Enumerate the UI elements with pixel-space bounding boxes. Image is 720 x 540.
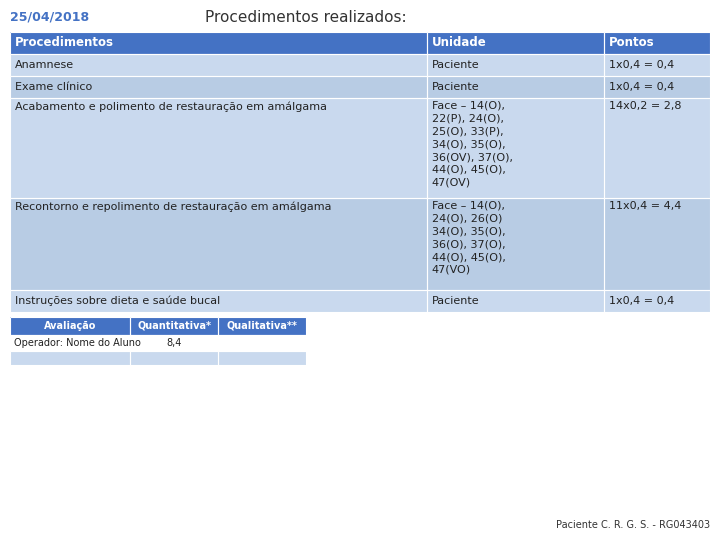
- Text: 1x0,4 = 0,4: 1x0,4 = 0,4: [608, 82, 674, 92]
- Text: Face – 14(O),
22(P), 24(O),
25(O), 33(P),
34(O), 35(O),
36(OV), 37(O),
44(O), 45: Face – 14(O), 22(P), 24(O), 25(O), 33(P)…: [431, 101, 513, 188]
- Text: Avaliação: Avaliação: [44, 321, 96, 331]
- Bar: [10, 335, 130, 351]
- Bar: [10, 198, 426, 290]
- Bar: [10, 76, 426, 98]
- Bar: [603, 290, 710, 312]
- Bar: [426, 54, 603, 76]
- Text: 25/04/2018: 25/04/2018: [10, 10, 89, 23]
- Text: 1x0,4 = 0,4: 1x0,4 = 0,4: [608, 60, 674, 70]
- Text: Paciente C. R. G. S. - RG043403: Paciente C. R. G. S. - RG043403: [556, 520, 710, 530]
- Text: Exame clínico: Exame clínico: [15, 82, 92, 92]
- Bar: [10, 351, 130, 365]
- Text: Pontos: Pontos: [608, 37, 654, 50]
- Text: 14x0,2 = 2,8: 14x0,2 = 2,8: [608, 101, 681, 111]
- Bar: [603, 98, 710, 198]
- Bar: [426, 76, 603, 98]
- Text: Recontorno e repolimento de restauração em amálgama: Recontorno e repolimento de restauração …: [15, 201, 331, 212]
- Bar: [603, 76, 710, 98]
- Bar: [130, 335, 218, 351]
- Bar: [130, 351, 218, 365]
- Bar: [426, 32, 603, 54]
- Bar: [603, 54, 710, 76]
- Text: Paciente: Paciente: [431, 60, 479, 70]
- Bar: [10, 98, 426, 198]
- Text: Qualitativa**: Qualitativa**: [227, 321, 297, 331]
- Text: Anamnese: Anamnese: [15, 60, 74, 70]
- Bar: [426, 290, 603, 312]
- Bar: [603, 32, 710, 54]
- Bar: [10, 317, 130, 335]
- Bar: [426, 198, 603, 290]
- Bar: [603, 198, 710, 290]
- Text: Face – 14(O),
24(O), 26(O)
34(O), 35(O),
36(O), 37(O),
44(O), 45(O),
47(VO): Face – 14(O), 24(O), 26(O) 34(O), 35(O),…: [431, 201, 505, 275]
- Text: Acabamento e polimento de restauração em amálgama: Acabamento e polimento de restauração em…: [15, 101, 327, 111]
- Text: Paciente: Paciente: [431, 296, 479, 306]
- Bar: [10, 54, 426, 76]
- Bar: [218, 317, 306, 335]
- Bar: [10, 32, 426, 54]
- Bar: [10, 290, 426, 312]
- Text: Quantitativa*: Quantitativa*: [137, 321, 211, 331]
- Text: Paciente: Paciente: [431, 82, 479, 92]
- Text: 8,4: 8,4: [166, 338, 181, 348]
- Text: Procedimentos realizados:: Procedimentos realizados:: [205, 10, 407, 25]
- Bar: [218, 335, 306, 351]
- Bar: [426, 98, 603, 198]
- Text: Unidade: Unidade: [431, 37, 486, 50]
- Bar: [130, 317, 218, 335]
- Text: 1x0,4 = 0,4: 1x0,4 = 0,4: [608, 296, 674, 306]
- Text: Procedimentos: Procedimentos: [15, 37, 114, 50]
- Text: Instruções sobre dieta e saúde bucal: Instruções sobre dieta e saúde bucal: [15, 296, 220, 306]
- Text: 11x0,4 = 4,4: 11x0,4 = 4,4: [608, 201, 681, 211]
- Text: Operador: Nome do Aluno: Operador: Nome do Aluno: [14, 338, 141, 348]
- Bar: [218, 351, 306, 365]
